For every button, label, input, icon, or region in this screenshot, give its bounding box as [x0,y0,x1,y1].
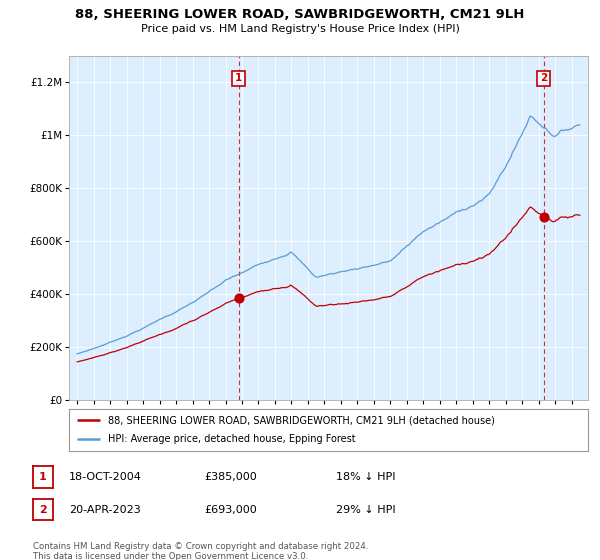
Text: Price paid vs. HM Land Registry's House Price Index (HPI): Price paid vs. HM Land Registry's House … [140,24,460,34]
Text: £693,000: £693,000 [204,505,257,515]
Text: 2: 2 [39,505,47,515]
Text: HPI: Average price, detached house, Epping Forest: HPI: Average price, detached house, Eppi… [108,435,356,445]
Text: 1: 1 [235,73,242,83]
Text: 88, SHEERING LOWER ROAD, SAWBRIDGEWORTH, CM21 9LH: 88, SHEERING LOWER ROAD, SAWBRIDGEWORTH,… [76,8,524,21]
Text: 88, SHEERING LOWER ROAD, SAWBRIDGEWORTH, CM21 9LH (detached house): 88, SHEERING LOWER ROAD, SAWBRIDGEWORTH,… [108,415,495,425]
Text: 2: 2 [540,73,547,83]
Text: Contains HM Land Registry data © Crown copyright and database right 2024.
This d: Contains HM Land Registry data © Crown c… [33,542,368,560]
Text: 20-APR-2023: 20-APR-2023 [69,505,141,515]
Text: 18% ↓ HPI: 18% ↓ HPI [336,472,395,482]
Text: 1: 1 [39,472,47,482]
Text: £385,000: £385,000 [204,472,257,482]
Text: 29% ↓ HPI: 29% ↓ HPI [336,505,395,515]
Point [234,294,244,303]
Text: 18-OCT-2004: 18-OCT-2004 [69,472,142,482]
Point [539,212,548,221]
